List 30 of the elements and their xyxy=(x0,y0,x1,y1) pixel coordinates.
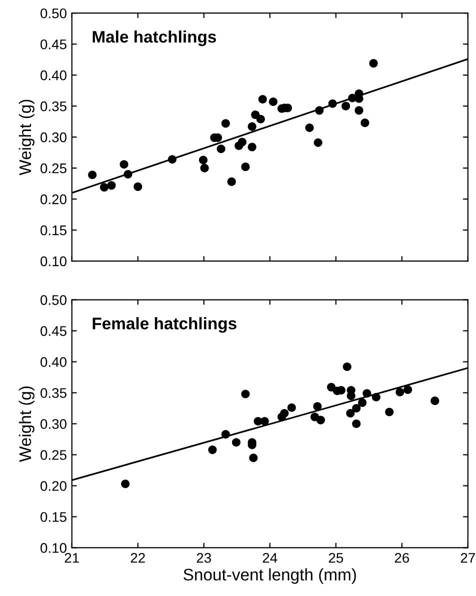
y-tick-label: 0.35 xyxy=(40,101,66,112)
y-tick-label: 0.30 xyxy=(40,419,66,429)
x-tick-label: 24 xyxy=(262,552,278,563)
y-tick-label: 0.50 xyxy=(40,8,66,18)
x-tick-label: 26 xyxy=(394,552,410,563)
y-tick-label: 0.10 xyxy=(40,256,66,266)
x-tick-label: 22 xyxy=(130,552,145,563)
x-tick-label: 23 xyxy=(196,552,211,563)
y-tick-label: 0.45 xyxy=(40,39,66,50)
y-tick-label: 0.45 xyxy=(40,326,66,336)
text: Female hatchlings xyxy=(92,317,236,333)
y-tick-label: 0.50 xyxy=(40,295,66,305)
y-tick-label: 0.25 xyxy=(40,163,66,174)
y-tick-label: 0.40 xyxy=(40,357,66,367)
y-tick-label: 0.15 xyxy=(40,512,66,522)
y-tick-label: 0.15 xyxy=(40,225,66,236)
x-tick-label: 21 xyxy=(64,552,79,563)
y-axis-title: Weight (g) xyxy=(18,386,34,462)
y-axis-title: Weight (g) xyxy=(18,100,34,176)
y-tick-label: 0.30 xyxy=(40,132,66,142)
y-tick-label: 0.35 xyxy=(40,388,66,398)
y-tick-label: 0.10 xyxy=(40,543,66,553)
x-tick-label: 25 xyxy=(328,552,344,563)
x-tick-label: 27 xyxy=(460,552,475,563)
y-tick-label: 0.20 xyxy=(40,194,66,204)
y-tick-label: 0.25 xyxy=(40,450,66,460)
y-tick-label: 0.40 xyxy=(40,70,66,80)
text: Male hatchlings xyxy=(92,30,216,46)
y-tick-label: 0.20 xyxy=(40,481,66,491)
x-axis-title: Snout-vent length (mm) xyxy=(184,568,356,584)
